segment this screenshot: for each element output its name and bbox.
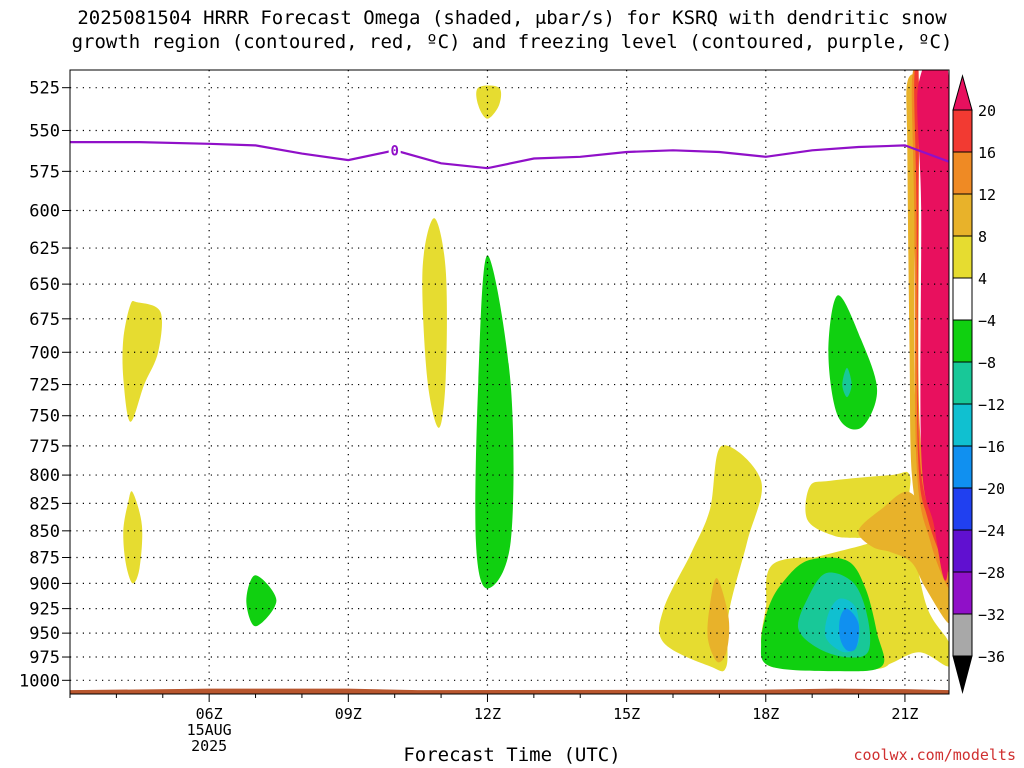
y-tick-label-525: 525 bbox=[29, 79, 60, 99]
colorbar-tick-7: −12 bbox=[978, 396, 1005, 414]
y-tick-label-775: 775 bbox=[29, 437, 60, 457]
colorbar-tick-4: 4 bbox=[978, 270, 987, 288]
colorbar-band-8 bbox=[952, 403, 973, 447]
colorbar-band-2 bbox=[952, 151, 973, 195]
omega-region-2 bbox=[476, 85, 502, 119]
credit-text: coolwx.com/modelts bbox=[853, 746, 1016, 764]
colorbar-bottom-arrow bbox=[952, 655, 973, 694]
omega-region-4 bbox=[475, 255, 514, 589]
omega-region-7 bbox=[707, 578, 730, 663]
plot-frame bbox=[69, 69, 950, 695]
y-tick-label-800: 800 bbox=[29, 466, 60, 486]
colorbar-band-3 bbox=[952, 193, 973, 237]
omega-region-8 bbox=[828, 295, 878, 430]
surface-terrain bbox=[70, 688, 949, 694]
omega-region-3 bbox=[422, 218, 447, 428]
colorbar-tick-10: −24 bbox=[978, 522, 1005, 540]
x-tick-label-4: 18Z bbox=[752, 705, 779, 723]
x-date-label-0: 15AUG bbox=[187, 721, 232, 739]
colorbar-band-4 bbox=[952, 235, 973, 279]
y-tick-label-975: 975 bbox=[29, 648, 60, 668]
omega-region-15 bbox=[917, 70, 949, 581]
colorbar-tick-5: −4 bbox=[978, 312, 996, 330]
y-tick-label-625: 625 bbox=[29, 239, 60, 259]
y-tick-label-825: 825 bbox=[29, 494, 60, 514]
colorbar-tick-0: 20 bbox=[978, 102, 996, 120]
colorbar-tick-9: −20 bbox=[978, 480, 1005, 498]
x-date-label-1: 2025 bbox=[191, 737, 227, 755]
y-tick-label-725: 725 bbox=[29, 376, 60, 396]
freezing-level-layer: 0 bbox=[69, 140, 950, 170]
colorbar-tick-11: −28 bbox=[978, 564, 1005, 582]
colorbar-band-12 bbox=[952, 571, 973, 615]
y-tick-label-550: 550 bbox=[29, 121, 60, 141]
colorbar-tick-12: −32 bbox=[978, 606, 1005, 624]
freezing-level-line bbox=[69, 140, 950, 170]
y-tick-label-1000: 1000 bbox=[19, 671, 60, 691]
x-tick-label-5: 21Z bbox=[891, 705, 918, 723]
colorbar-top-arrow bbox=[952, 74, 973, 111]
colorbar-tick-8: −16 bbox=[978, 438, 1005, 456]
y-tick-label-650: 650 bbox=[29, 275, 60, 295]
x-axis-label: Forecast Time (UTC) bbox=[403, 744, 621, 766]
colorbar-band-11 bbox=[952, 529, 973, 573]
colorbar-tick-13: −36 bbox=[978, 648, 1005, 666]
colorbar-band-6 bbox=[952, 319, 973, 363]
y-tick-label-875: 875 bbox=[29, 548, 60, 568]
omega-region-1 bbox=[123, 491, 143, 584]
surface-layer bbox=[70, 688, 949, 694]
y-tick-label-925: 925 bbox=[29, 600, 60, 620]
colorbar-tick-6: −8 bbox=[978, 354, 996, 372]
freezing-level-label-bg bbox=[388, 142, 401, 159]
y-tick-label-900: 900 bbox=[29, 574, 60, 594]
colorbar-band-13 bbox=[952, 613, 973, 657]
colorbar-band-9 bbox=[952, 445, 973, 489]
omega-region-20 bbox=[839, 608, 860, 652]
omega-region-13 bbox=[911, 70, 949, 589]
colorbar-tick-2: 12 bbox=[978, 186, 996, 204]
y-tick-label-675: 675 bbox=[29, 310, 60, 330]
x-tick-label-2: 12Z bbox=[474, 705, 501, 723]
colorbar-band-1 bbox=[952, 109, 973, 153]
colorbar-tick-3: 8 bbox=[978, 228, 987, 246]
y-tick-label-950: 950 bbox=[29, 624, 60, 644]
x-tick-label-1: 09Z bbox=[335, 705, 362, 723]
y-tick-label-850: 850 bbox=[29, 522, 60, 542]
y-tick-label-750: 750 bbox=[29, 407, 60, 427]
y-tick-label-700: 700 bbox=[29, 343, 60, 363]
y-tick-label-575: 575 bbox=[29, 162, 60, 182]
colorbar: 20 16 12 8 4 −4 −8 −12 −16 −20 −24 −28 −32 −36 bbox=[952, 74, 1005, 694]
x-tick-label-0: 06Z bbox=[196, 705, 223, 723]
colorbar-band-10 bbox=[952, 487, 973, 531]
x-tick-label-3: 15Z bbox=[613, 705, 640, 723]
omega-region-6 bbox=[659, 445, 762, 672]
colorbar-tick-1: 16 bbox=[978, 144, 996, 162]
y-tick-label-600: 600 bbox=[29, 201, 60, 221]
omega-region-0 bbox=[122, 300, 162, 422]
y-axis: 525 550 575 600 625 650 675 700 725 750 775 800 825 8… bbox=[19, 79, 70, 691]
freezing-level-label: 0 bbox=[390, 143, 398, 159]
omega-fills bbox=[122, 70, 949, 672]
omega-region-5 bbox=[246, 575, 277, 627]
colorbar-band-5 bbox=[952, 277, 973, 321]
omega-region-9 bbox=[842, 367, 852, 398]
colorbar-band-7 bbox=[952, 361, 973, 405]
chart-title: 2025081504 HRRR Forecast Omega (shaded, … bbox=[71, 7, 953, 53]
